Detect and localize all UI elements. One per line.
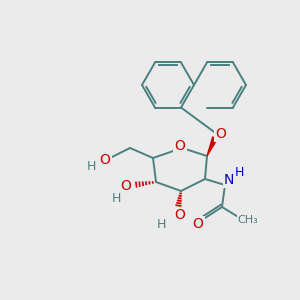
- Text: O: O: [216, 127, 226, 141]
- Text: H: H: [234, 167, 244, 179]
- Text: O: O: [175, 208, 185, 222]
- Text: O: O: [100, 153, 110, 167]
- Text: H: H: [86, 160, 96, 173]
- Text: O: O: [121, 179, 131, 193]
- Text: H: H: [111, 191, 121, 205]
- Text: O: O: [193, 217, 203, 231]
- Text: H: H: [156, 218, 166, 232]
- Text: O: O: [175, 139, 185, 153]
- Text: N: N: [224, 173, 234, 187]
- Polygon shape: [207, 137, 217, 156]
- Text: CH₃: CH₃: [238, 215, 258, 225]
